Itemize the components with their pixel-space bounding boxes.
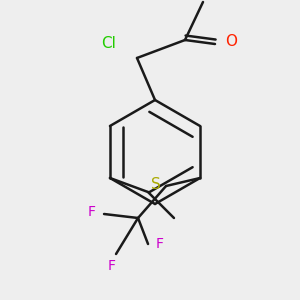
- Text: F: F: [88, 205, 96, 219]
- Text: F: F: [156, 237, 164, 251]
- Text: Cl: Cl: [102, 37, 116, 52]
- Text: O: O: [225, 34, 237, 50]
- Text: F: F: [108, 259, 116, 273]
- Text: S: S: [151, 176, 161, 191]
